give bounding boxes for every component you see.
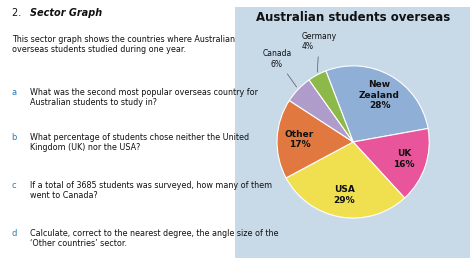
Text: 2.: 2. <box>12 8 24 18</box>
Text: Germany
4%: Germany 4% <box>301 32 337 72</box>
Text: This sector graph shows the countries where Australian
overseas students studied: This sector graph shows the countries wh… <box>12 35 235 54</box>
Wedge shape <box>353 128 429 198</box>
Text: Canada
6%: Canada 6% <box>262 49 297 87</box>
Wedge shape <box>289 80 353 142</box>
Wedge shape <box>309 71 353 142</box>
Text: d: d <box>12 229 17 238</box>
Wedge shape <box>277 101 353 178</box>
Text: Sector Graph: Sector Graph <box>30 8 102 18</box>
Text: Other
17%: Other 17% <box>285 130 314 149</box>
Wedge shape <box>326 66 428 142</box>
Text: USA
29%: USA 29% <box>333 185 355 205</box>
Text: What was the second most popular overseas country for
Australian students to stu: What was the second most popular oversea… <box>30 88 258 107</box>
Wedge shape <box>286 142 405 218</box>
Text: What percentage of students chose neither the United
Kingdom (UK) nor the USA?: What percentage of students chose neithe… <box>30 133 249 152</box>
Text: c: c <box>12 181 16 190</box>
Title: Australian students overseas: Australian students overseas <box>256 11 450 24</box>
Text: If a total of 3685 students was surveyed, how many of them
went to Canada?: If a total of 3685 students was surveyed… <box>30 181 273 200</box>
Text: New
Zealand
28%: New Zealand 28% <box>359 80 400 110</box>
Text: a: a <box>12 88 17 97</box>
Text: UK
16%: UK 16% <box>393 149 415 169</box>
Text: b: b <box>12 133 17 142</box>
Text: Calculate, correct to the nearest degree, the angle size of the
‘Other countries: Calculate, correct to the nearest degree… <box>30 229 279 248</box>
